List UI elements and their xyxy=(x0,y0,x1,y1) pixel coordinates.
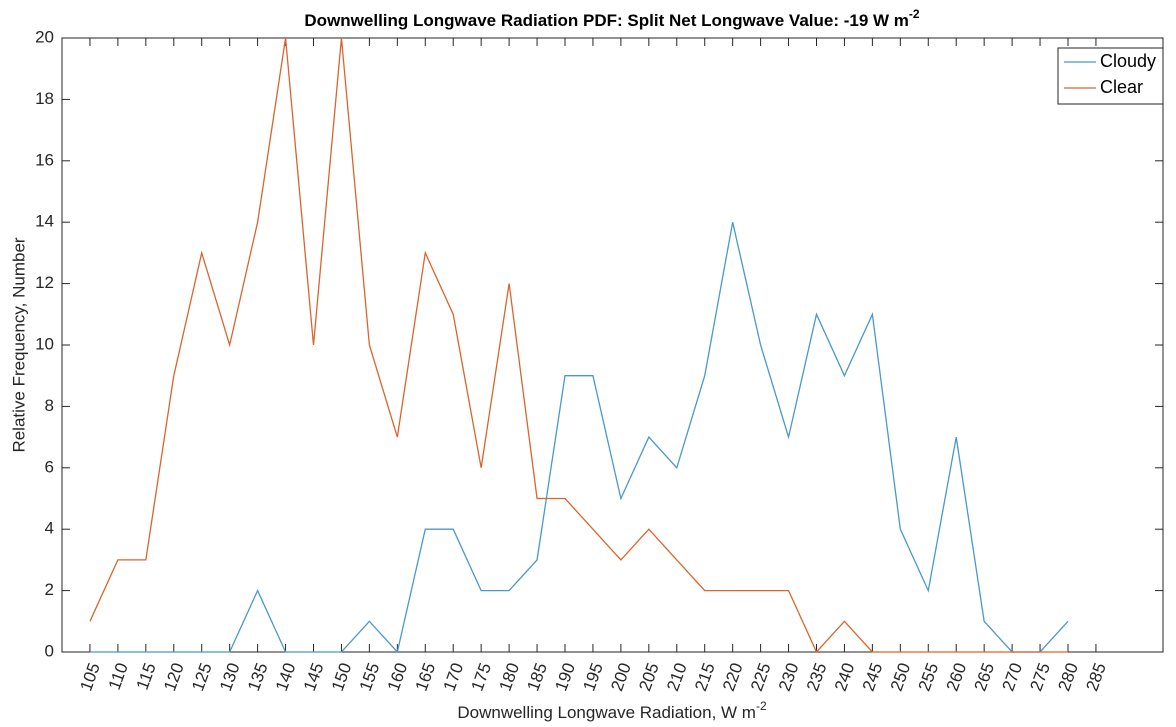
x-tick-label: 120 xyxy=(160,660,188,693)
x-tick-label: 205 xyxy=(635,660,663,693)
x-tick-label: 110 xyxy=(105,660,132,692)
y-tick-label: 20 xyxy=(35,27,54,46)
x-tick-label: 125 xyxy=(188,660,216,693)
x-tick-label: 130 xyxy=(216,660,244,693)
x-label-superscript: -2 xyxy=(756,699,767,713)
plot-frame xyxy=(61,37,1164,653)
x-tick-label: 180 xyxy=(496,660,524,693)
legend-label: Cloudy xyxy=(1100,51,1156,71)
x-label-text: Downwelling Longwave Radiation, W m xyxy=(457,703,756,722)
x-tick-label: 210 xyxy=(663,660,691,693)
x-tick-label: 150 xyxy=(328,660,356,693)
x-tick-label: 240 xyxy=(831,660,859,693)
x-tick-label: 280 xyxy=(1054,660,1082,693)
x-tick-label: 220 xyxy=(719,660,747,693)
x-tick-label: 260 xyxy=(943,660,971,693)
x-tick-label: 105 xyxy=(76,660,104,693)
x-tick-label: 250 xyxy=(887,660,915,693)
x-tick-label: 185 xyxy=(523,660,551,693)
line-series xyxy=(89,222,1069,654)
y-axis-label: Relative Frequency, Number xyxy=(9,237,28,452)
x-tick-label: 165 xyxy=(412,660,440,693)
x-tick-label: 115 xyxy=(133,660,160,692)
y-tick-label: 4 xyxy=(45,519,54,538)
y-tick-label: 6 xyxy=(45,457,54,476)
x-tick-label: 140 xyxy=(272,660,300,693)
x-tick-label: 215 xyxy=(691,660,719,693)
x-tick-label: 230 xyxy=(775,660,803,693)
y-tick-label: 16 xyxy=(35,150,54,169)
x-tick-label: 170 xyxy=(440,660,468,693)
title-superscript: -2 xyxy=(909,7,920,21)
title-text: Downwelling Longwave Radiation PDF: Spli… xyxy=(304,11,909,30)
legend-label: Clear xyxy=(1100,77,1143,97)
y-tick-label: 2 xyxy=(45,580,54,599)
x-tick-label: 195 xyxy=(579,660,607,693)
x-axis-label: Downwelling Longwave Radiation, W m-2 xyxy=(457,699,767,722)
legend: Cloudy Clear xyxy=(1057,47,1164,105)
x-tick-label: 255 xyxy=(915,660,943,693)
x-tick-label: 275 xyxy=(1026,660,1054,693)
y-tick-label: 12 xyxy=(35,273,54,292)
x-tick-label: 245 xyxy=(859,660,887,693)
y-tick-label: 18 xyxy=(35,89,54,108)
x-tick-label: 265 xyxy=(971,660,999,693)
x-tick-label: 135 xyxy=(244,660,272,693)
legend-box xyxy=(1057,47,1164,105)
x-tick-label: 160 xyxy=(384,660,412,693)
x-tick-label: 145 xyxy=(300,660,328,693)
x-tick-label: 200 xyxy=(607,660,635,693)
y-tick-label: 8 xyxy=(45,396,54,415)
x-tick-label: 270 xyxy=(999,660,1027,693)
x-tick-label: 235 xyxy=(803,660,831,693)
y-tick-label: 14 xyxy=(35,212,54,231)
line-series xyxy=(89,37,1068,654)
x-tick-label: 190 xyxy=(551,660,579,693)
chart-title: Downwelling Longwave Radiation PDF: Spli… xyxy=(304,7,920,30)
x-tick-label: 225 xyxy=(747,660,775,693)
x-tick-label: 175 xyxy=(468,660,496,693)
y-tick-label: 0 xyxy=(45,641,54,660)
x-tick-label: 285 xyxy=(1082,660,1110,693)
y-tick-label: 10 xyxy=(35,334,54,353)
x-tick-label: 155 xyxy=(356,660,384,693)
